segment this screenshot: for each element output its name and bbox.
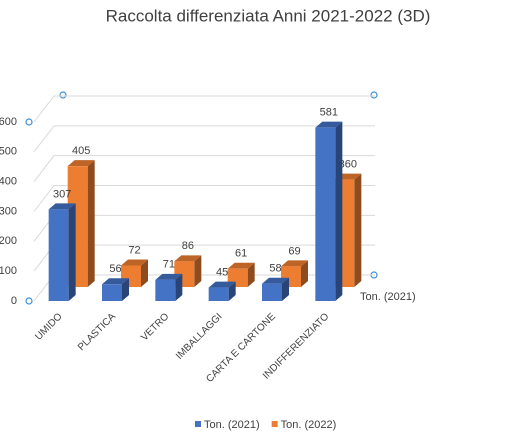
x-tick-label: UMIDO bbox=[33, 311, 65, 343]
data-label: 405 bbox=[72, 145, 90, 157]
legend-label: Ton. (2022) bbox=[281, 419, 337, 431]
bar-group: 61 bbox=[227, 248, 255, 287]
data-label: 72 bbox=[128, 244, 140, 256]
grid-line bbox=[33, 95, 375, 123]
bar bbox=[48, 209, 69, 301]
bar-top bbox=[48, 203, 76, 210]
x-tick-label: IMBALLAGGI bbox=[174, 311, 225, 362]
bar-top bbox=[208, 281, 236, 288]
bar-top bbox=[315, 121, 343, 128]
bar-top bbox=[67, 160, 95, 167]
data-label: 360 bbox=[339, 159, 357, 171]
handle bbox=[370, 91, 378, 99]
bar bbox=[155, 279, 176, 301]
depth-axis-label: Ton. (2021) bbox=[360, 291, 416, 303]
bar-side bbox=[335, 121, 343, 301]
data-label: 45 bbox=[216, 266, 228, 278]
y-tick-label: 500 bbox=[0, 146, 17, 158]
y-tick-label: 0 bbox=[11, 295, 17, 307]
data-label: 61 bbox=[235, 248, 247, 260]
bar-top bbox=[262, 277, 289, 284]
bar-side bbox=[228, 281, 236, 301]
chart-title: Raccolta differenziata Anni 2021-2022 (3… bbox=[106, 6, 431, 25]
x-tick-label: VETRO bbox=[139, 311, 171, 343]
bar bbox=[315, 127, 336, 301]
bar-top bbox=[227, 262, 255, 269]
grid-line bbox=[33, 155, 375, 182]
bar-group: 581 bbox=[315, 107, 343, 301]
bar bbox=[102, 284, 122, 301]
bar-side bbox=[194, 255, 202, 287]
bar bbox=[208, 287, 229, 301]
data-label: 86 bbox=[182, 240, 194, 252]
bar-side bbox=[354, 173, 362, 287]
data-label: 71 bbox=[163, 259, 175, 271]
bar-side bbox=[68, 203, 76, 301]
y-tick-label: 400 bbox=[0, 176, 17, 188]
y-tick-label: 100 bbox=[0, 265, 17, 277]
data-label: 307 bbox=[53, 188, 71, 200]
bar-group: 307 bbox=[48, 188, 76, 301]
handle bbox=[25, 297, 33, 305]
data-label: 69 bbox=[288, 245, 300, 257]
data-label: 58 bbox=[269, 263, 281, 275]
y-tick-label: 200 bbox=[0, 235, 17, 247]
bar-top bbox=[281, 260, 308, 267]
bar-group: 71 bbox=[155, 259, 183, 301]
bar-side bbox=[282, 277, 289, 301]
bar-top bbox=[174, 255, 202, 262]
bar-group: 56 bbox=[102, 263, 129, 301]
bar-top bbox=[102, 278, 129, 285]
y-tick-label: 600 bbox=[0, 116, 17, 128]
bar-top bbox=[121, 259, 148, 266]
bar bbox=[262, 283, 282, 301]
grid-line bbox=[33, 185, 375, 212]
legend-swatch bbox=[195, 421, 201, 427]
handle bbox=[59, 91, 67, 99]
legend-label: Ton. (2021) bbox=[204, 419, 260, 431]
bar-side bbox=[175, 273, 183, 301]
bar-top bbox=[155, 273, 183, 280]
bar-group: 45 bbox=[208, 266, 236, 301]
bar-side bbox=[141, 259, 148, 287]
x-tick-label: PLASTICA bbox=[76, 311, 118, 353]
bar-side bbox=[87, 160, 95, 287]
bar-side bbox=[122, 278, 129, 301]
bar-group: 58 bbox=[262, 263, 289, 301]
data-label: 581 bbox=[320, 107, 338, 119]
y-tick-label: 300 bbox=[0, 205, 17, 217]
data-label: 56 bbox=[109, 263, 121, 275]
bar-side bbox=[301, 260, 308, 287]
legend-swatch bbox=[271, 421, 278, 427]
bar-side bbox=[247, 262, 255, 287]
handle bbox=[25, 118, 33, 126]
grid-line bbox=[33, 125, 375, 153]
